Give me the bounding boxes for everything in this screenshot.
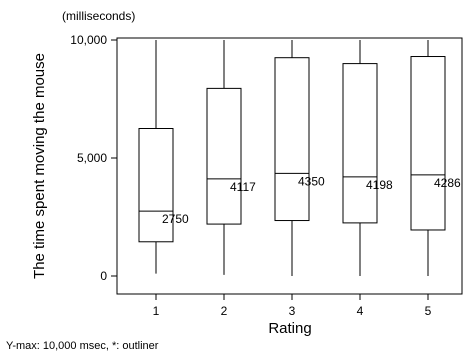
median-label: 4117 <box>230 180 256 194</box>
boxes: 2750 4117 4350 4198 4286 <box>138 40 461 276</box>
x-tick-label: 1 <box>153 304 160 318</box>
box <box>342 63 378 224</box>
box-group: 4350 <box>274 40 325 276</box>
x-tick-label: 4 <box>357 304 364 318</box>
box <box>138 128 174 243</box>
x-axis: 1 2 3 4 5 <box>153 294 432 318</box>
x-tick-label: 3 <box>289 304 296 318</box>
box-group: 2750 <box>138 40 189 274</box>
x-axis-title: Rating <box>268 320 311 337</box>
unit-label: (milliseconds) <box>62 9 135 23</box>
y-tick-label: 0 <box>100 269 107 283</box>
box <box>410 56 446 231</box>
box <box>274 57 310 222</box>
x-tick-label: 5 <box>425 304 432 318</box>
box-group: 4117 <box>206 40 256 275</box>
median-label: 4286 <box>434 176 461 190</box>
x-tick-label: 2 <box>221 304 228 318</box>
y-tick-label: 10,000 <box>70 33 107 47</box>
y-axis: 0 5,000 10,000 <box>70 33 117 283</box>
footnote: Y-max: 10,000 msec, *: outliner <box>6 340 159 352</box>
median-label: 2750 <box>162 212 189 226</box>
box-group: 4286 <box>410 40 461 276</box>
box <box>206 87 242 225</box>
plot-frame <box>116 37 463 295</box>
box-group: 4198 <box>342 40 393 276</box>
median-label: 4350 <box>298 174 325 188</box>
y-axis-title: The time spent moving the mouse <box>31 53 48 279</box>
median-label: 4198 <box>366 178 393 192</box>
y-tick-label: 5,000 <box>77 151 107 165</box>
